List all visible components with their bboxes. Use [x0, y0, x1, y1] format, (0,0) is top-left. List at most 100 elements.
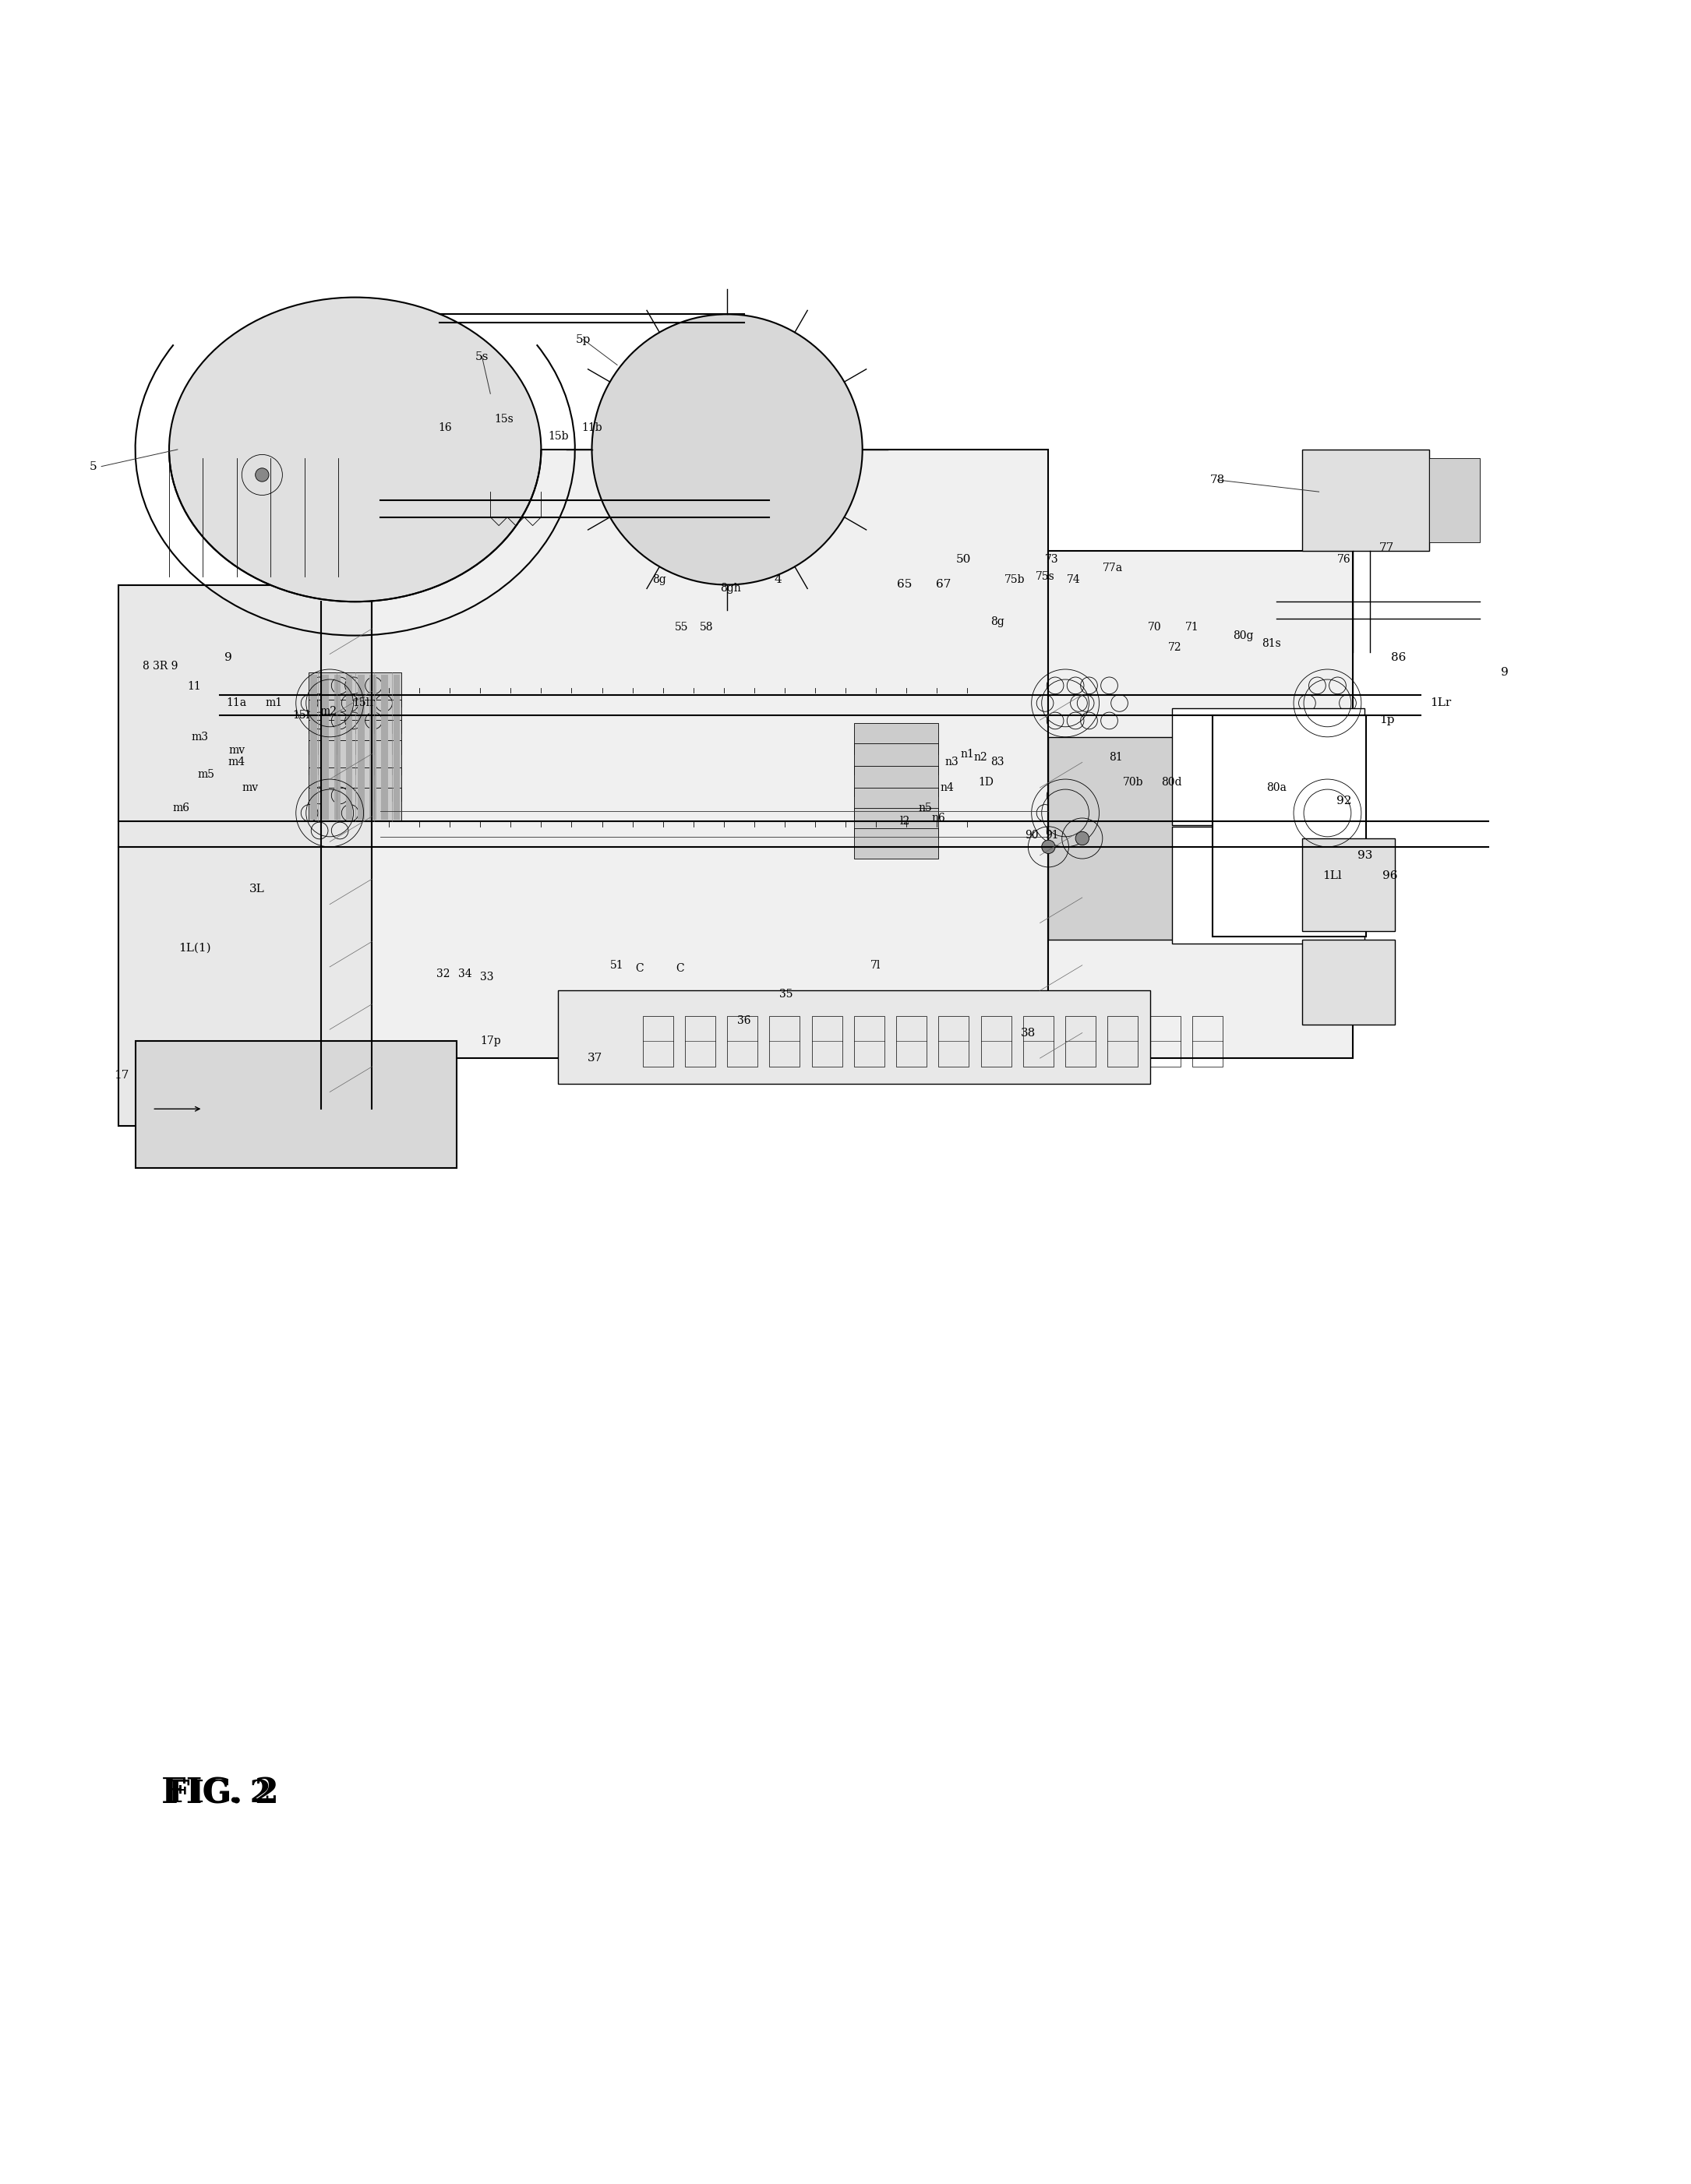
Text: 58: 58 [700, 622, 714, 633]
Circle shape [255, 467, 269, 483]
Text: 1p: 1p [1380, 714, 1393, 725]
Bar [369, 788, 375, 819]
Text: 1Lr: 1Lr [1431, 697, 1451, 708]
Text: 33: 33 [480, 972, 494, 983]
Bar [382, 743, 389, 773]
Bar [369, 743, 375, 773]
Text: m5: m5 [198, 769, 215, 780]
Bar [1048, 550, 1353, 1059]
Bar [335, 675, 342, 705]
Text: 65: 65 [898, 579, 911, 590]
Bar [335, 769, 342, 799]
Text: 15lr: 15lr [352, 697, 375, 708]
Bar [335, 788, 342, 819]
Bar [392, 788, 399, 819]
Text: 1D: 1D [977, 778, 994, 788]
Text: 51: 51 [610, 959, 624, 970]
Text: l2: l2 [900, 817, 910, 828]
Text: m3: m3 [191, 732, 208, 743]
Bar [321, 701, 328, 732]
Text: 1Ll: 1Ll [1322, 869, 1343, 880]
Text: n5: n5 [918, 802, 932, 812]
Bar [369, 721, 375, 751]
Text: m6: m6 [172, 802, 189, 812]
Bar [392, 769, 399, 799]
Text: 83: 83 [991, 758, 1004, 769]
Bar [1023, 1016, 1053, 1066]
Bar [727, 1016, 758, 1066]
Text: n6: n6 [932, 812, 945, 823]
FancyBboxPatch shape [1172, 708, 1365, 826]
Bar [308, 721, 402, 753]
Text: 32: 32 [436, 968, 450, 978]
Text: m1: m1 [265, 697, 282, 708]
Text: 78: 78 [1211, 474, 1224, 485]
Bar [854, 788, 939, 819]
Bar [308, 699, 402, 734]
Text: FIG. 2: FIG. 2 [169, 1780, 271, 1808]
Text: 11a: 11a [227, 697, 247, 708]
Bar [345, 701, 352, 732]
Bar [308, 740, 402, 773]
FancyBboxPatch shape [118, 585, 423, 1125]
Text: 8 3R 9: 8 3R 9 [144, 660, 178, 670]
Text: 15l: 15l [293, 710, 309, 721]
Text: 93: 93 [1358, 850, 1371, 860]
Text: 36: 36 [737, 1016, 751, 1026]
Text: 67: 67 [937, 579, 950, 590]
Bar [369, 675, 375, 705]
Bar [382, 721, 389, 751]
Text: mv: mv [228, 745, 245, 756]
Text: n1: n1 [960, 749, 974, 760]
Text: 15s: 15s [494, 413, 514, 424]
Text: 11b: 11b [582, 422, 602, 432]
Bar [392, 721, 399, 751]
FancyBboxPatch shape [1172, 826, 1365, 943]
Text: 80a: 80a [1267, 782, 1287, 793]
Ellipse shape [169, 297, 541, 601]
Bar [311, 675, 318, 705]
Bar [308, 788, 402, 821]
Bar [321, 743, 328, 773]
Bar [135, 1042, 457, 1168]
Text: 75b: 75b [1004, 574, 1025, 585]
Text: 70: 70 [1148, 622, 1162, 633]
Text: 35: 35 [780, 989, 793, 1000]
Bar [358, 675, 365, 705]
Text: m4: m4 [228, 758, 245, 769]
Bar [311, 721, 318, 751]
Text: mv: mv [242, 782, 259, 793]
Text: 50: 50 [957, 555, 971, 566]
Text: 8g: 8g [653, 574, 666, 585]
Text: 96: 96 [1383, 869, 1397, 880]
Ellipse shape [592, 314, 862, 585]
Bar [358, 743, 365, 773]
Text: 8g: 8g [991, 616, 1004, 627]
Bar [321, 721, 328, 751]
Text: 9: 9 [1502, 668, 1508, 679]
Text: 72: 72 [1168, 642, 1182, 653]
Text: 86: 86 [1392, 653, 1405, 664]
Text: n4: n4 [940, 782, 954, 793]
Text: 77a: 77a [1103, 563, 1123, 574]
Text: 5p: 5p [577, 334, 590, 345]
Text: 81: 81 [1109, 751, 1123, 762]
Bar [382, 769, 389, 799]
Text: 15b: 15b [548, 430, 568, 441]
Bar [1429, 459, 1480, 542]
Text: 81s: 81s [1261, 638, 1282, 649]
Bar [311, 769, 318, 799]
Bar [321, 675, 328, 705]
Bar [358, 788, 365, 819]
Bar [1302, 839, 1395, 930]
Bar [358, 701, 365, 732]
Text: 5s: 5s [475, 352, 489, 363]
Circle shape [1075, 832, 1089, 845]
Bar [854, 723, 939, 753]
Text: 17: 17 [115, 1070, 129, 1081]
Bar [1048, 736, 1251, 939]
Bar [308, 767, 402, 802]
Text: 37: 37 [588, 1053, 602, 1064]
Bar [372, 450, 1048, 1059]
Text: 91: 91 [1045, 830, 1059, 841]
